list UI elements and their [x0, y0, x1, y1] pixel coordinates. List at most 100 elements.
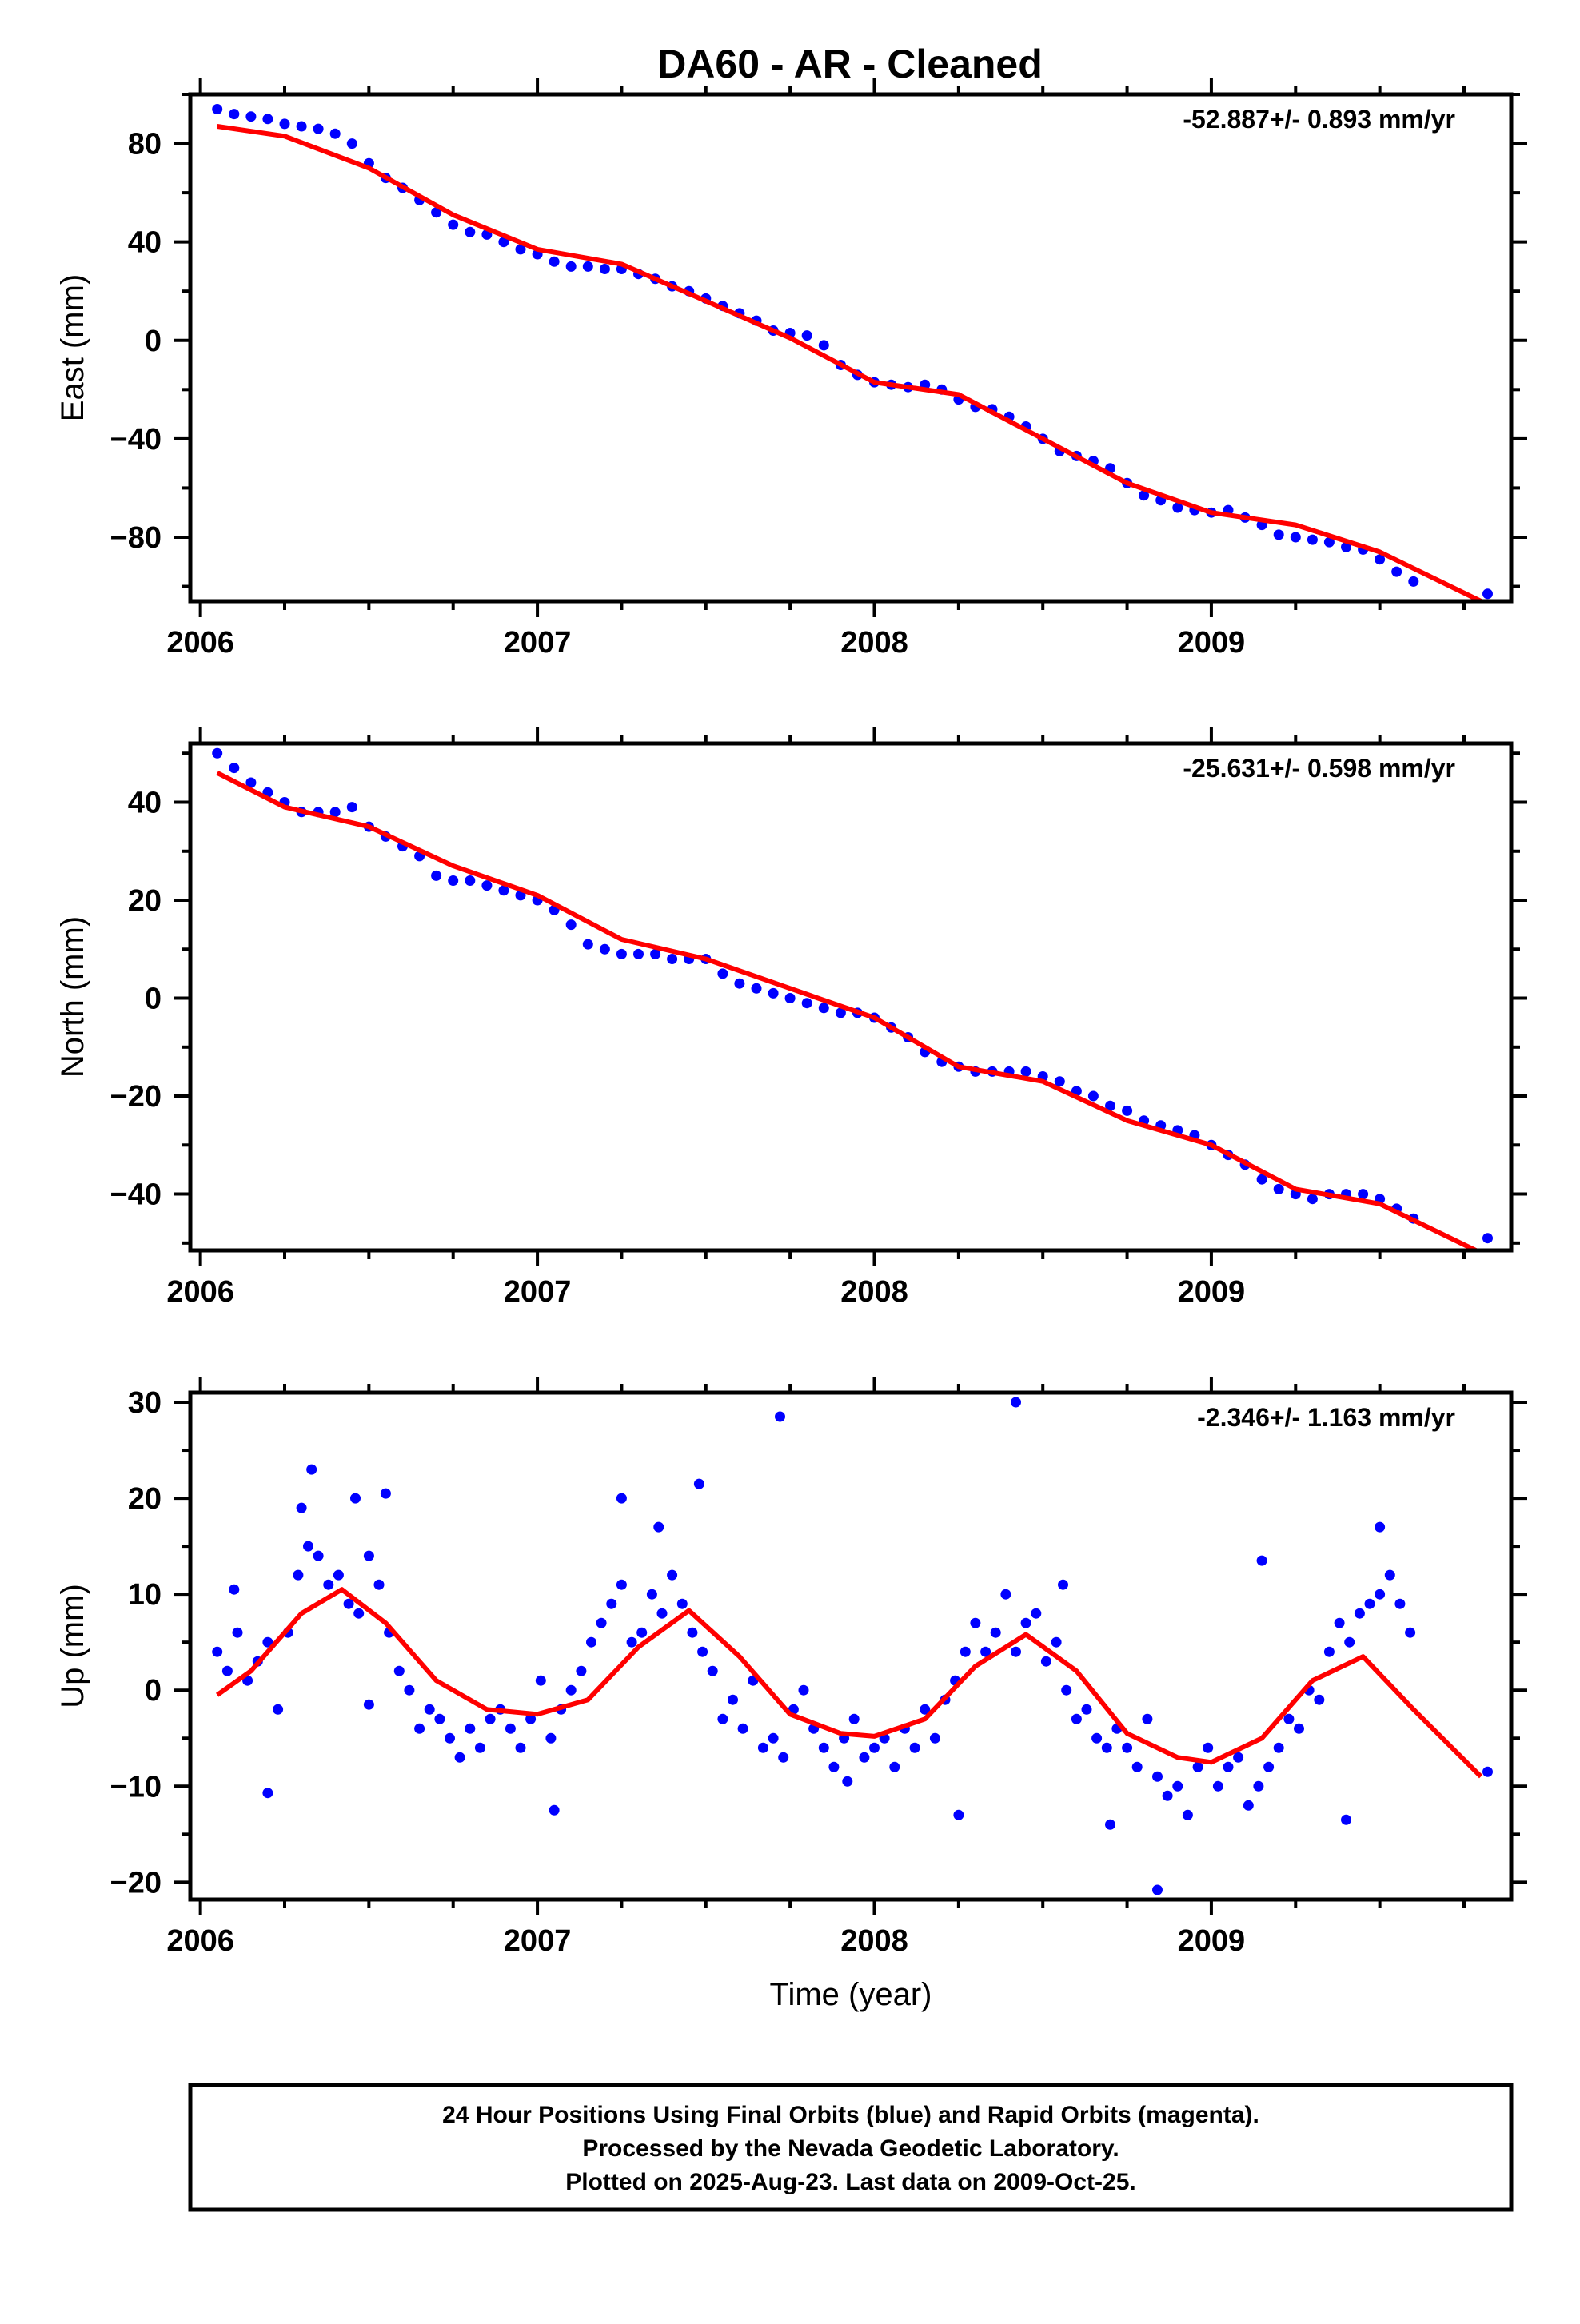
north-x-tick-label: 2007 — [504, 1275, 572, 1309]
north-y-tick-label: −20 — [110, 1080, 162, 1114]
up-point — [1344, 1636, 1355, 1648]
up-point — [1253, 1780, 1264, 1792]
up-point — [693, 1478, 704, 1489]
up-point — [1152, 1884, 1163, 1895]
east-y-tick-label: 40 — [128, 226, 162, 260]
up-point — [343, 1598, 354, 1609]
up-point — [474, 1742, 485, 1753]
up-point — [606, 1598, 617, 1609]
up-point — [697, 1646, 708, 1657]
up-point — [535, 1675, 546, 1686]
up-point — [505, 1723, 516, 1734]
east-point — [498, 237, 509, 248]
up-point — [586, 1636, 596, 1648]
north-rate-label: -25.631+/- 0.598 mm/yr — [1183, 754, 1455, 783]
up-point — [380, 1488, 391, 1499]
up-point — [1384, 1569, 1395, 1581]
up-point — [424, 1704, 435, 1715]
up-frame — [188, 1390, 1514, 1902]
up-point — [576, 1665, 587, 1676]
up-point — [842, 1776, 853, 1787]
north-point — [599, 943, 610, 955]
up-y-tick-label: 30 — [128, 1386, 162, 1420]
up-y-tick-label: −10 — [110, 1770, 162, 1804]
north-x-tick-label: 2006 — [166, 1275, 234, 1309]
east-point — [1139, 490, 1150, 501]
up-point — [1233, 1752, 1244, 1763]
up-point — [434, 1713, 445, 1724]
north-point — [1273, 1183, 1284, 1194]
up-x-tick-label: 2009 — [1178, 1924, 1246, 1958]
up-point — [1375, 1521, 1386, 1533]
east-point — [1375, 554, 1386, 565]
up-point — [1051, 1636, 1062, 1648]
up-point — [1101, 1742, 1112, 1753]
up-point — [221, 1665, 233, 1676]
north-point — [346, 802, 357, 813]
east-x-tick-label: 2009 — [1178, 626, 1246, 660]
east-point — [448, 219, 459, 230]
east-y-tick-label: 80 — [128, 128, 162, 161]
north-frame — [188, 741, 1514, 1253]
north-point — [1482, 1233, 1493, 1244]
north-point — [768, 987, 779, 999]
up-x-tick-label: 2008 — [840, 1924, 908, 1958]
north-point — [481, 880, 493, 891]
east-point — [1391, 566, 1402, 577]
up-point — [549, 1804, 560, 1816]
east-point — [1482, 588, 1493, 600]
up-point — [1031, 1608, 1042, 1619]
up-point — [970, 1617, 981, 1628]
north-point — [1307, 1194, 1318, 1205]
up-point — [1131, 1761, 1143, 1772]
north-y-tick-label: 20 — [128, 884, 162, 918]
east-x-tick-label: 2007 — [504, 626, 572, 660]
up-point — [363, 1699, 374, 1710]
up-point — [1283, 1713, 1295, 1724]
up-point — [818, 1742, 829, 1753]
up-point — [293, 1569, 304, 1581]
up-point — [273, 1704, 284, 1715]
up-point — [1162, 1790, 1173, 1801]
up-point — [262, 1788, 273, 1799]
footer-line-2: Processed by the Nevada Geodetic Laborat… — [582, 2135, 1119, 2162]
north-point — [1256, 1174, 1267, 1185]
up-point — [798, 1684, 809, 1696]
up-point — [1256, 1555, 1267, 1566]
up-point — [728, 1694, 738, 1705]
north-point — [431, 870, 442, 881]
north-y-tick-label: −40 — [110, 1178, 162, 1212]
up-x-tick-label: 2006 — [166, 1924, 234, 1958]
up-y-tick-label: 20 — [128, 1482, 162, 1516]
north-point — [329, 807, 341, 818]
up-point — [1394, 1598, 1406, 1609]
up-point — [1081, 1704, 1092, 1715]
panel-up: 2006 2007 2008 2009 30 20 10 0 −10 −20 Up (mm) -2.3… — [55, 1377, 1527, 2012]
north-point — [582, 939, 593, 950]
panels: 2006 2007 2008 2009 80 40 0 −40 −80 East (mm) -52.… — [55, 78, 1527, 2012]
east-point — [313, 123, 324, 134]
up-point — [636, 1627, 648, 1638]
up-x-axis-label: Time (year) — [770, 1977, 932, 2012]
north-point — [717, 968, 728, 979]
up-point — [414, 1723, 425, 1734]
up-y-tick-label: 0 — [145, 1674, 162, 1708]
up-point — [1011, 1397, 1021, 1408]
east-y-tick-label: −40 — [110, 423, 162, 456]
north-point — [633, 948, 644, 959]
up-point — [757, 1742, 768, 1753]
north-point — [801, 998, 812, 1009]
north-point — [616, 948, 627, 959]
up-point — [565, 1684, 577, 1696]
east-point — [262, 114, 273, 125]
up-point — [1058, 1579, 1068, 1590]
up-point — [1273, 1742, 1284, 1753]
up-point — [1071, 1713, 1082, 1724]
up-point — [1011, 1646, 1021, 1657]
up-fit-line — [215, 1587, 1483, 1779]
up-point — [296, 1502, 307, 1513]
east-y-axis-label: East (mm) — [55, 274, 90, 421]
north-x-tick-label: 2008 — [840, 1275, 908, 1309]
